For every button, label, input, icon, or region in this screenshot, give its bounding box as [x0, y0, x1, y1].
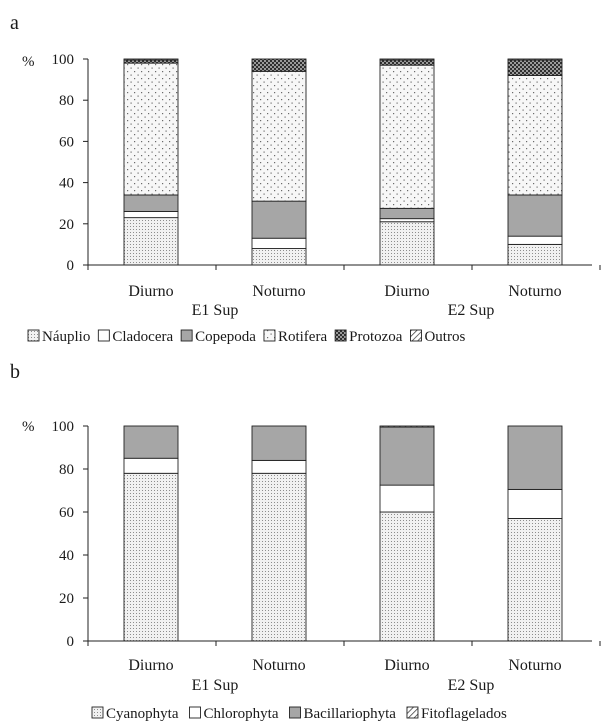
legend-swatch-a-outros — [410, 329, 422, 342]
bar-segment-b-cyanophyta-4 — [507, 518, 563, 642]
bar-segment-b-chlorophyta-2 — [251, 459, 307, 474]
y-ticks-b: 0 20 40 60 80 100 — [52, 419, 88, 650]
panel-b: b % 0 20 40 60 80 100 Diurno Noturno Diurno Notu… — [10, 361, 601, 722]
bar-segment-b-bacillariophyta-3 — [379, 426, 435, 486]
legend-swatch-a-nauplio — [27, 329, 40, 342]
x-category-label-b-1: Diurno — [128, 657, 173, 674]
legend-label-a-rotifera: Rotifera — [278, 329, 327, 345]
y-tick-label-b-60: 60 — [59, 505, 74, 521]
bar-segment-a-rotifera-3 — [379, 64, 435, 209]
bar-segment-a-cladocera-1 — [123, 210, 179, 219]
x-group-label-a-2: E2 Sup — [448, 302, 495, 319]
legend-label-a-cladocera: Cladocera — [112, 329, 173, 345]
legend-swatch-b-fitoflagelados — [406, 706, 419, 719]
bar-segment-a-protozoa-1 — [123, 59, 179, 64]
bar-segment-a-copepoda-4 — [507, 194, 563, 237]
bar-segment-a-outros-1 — [123, 58, 179, 61]
legend-swatch-a-cladocera — [97, 329, 110, 342]
y-ticks-a: 0 20 40 60 80 100 — [52, 52, 88, 274]
panel-letter-a: a — [10, 12, 19, 34]
bar-segment-a-protozoa-4 — [507, 59, 563, 76]
bars-b — [123, 425, 563, 642]
bar-segment-a-outros-3 — [379, 58, 435, 61]
legend-label-a-protozoa: Protozoa — [349, 329, 403, 345]
x-category-label-a-1: Diurno — [128, 283, 173, 300]
y-axis-unit-b: % — [22, 419, 35, 435]
y-tick-label-b-0: 0 — [67, 634, 75, 650]
legend-a: Náuplio Cladocera Copepoda Rotifera Protozoa… — [27, 329, 465, 345]
y-tick-label-a-40: 40 — [59, 176, 74, 192]
bar-segment-a-copepoda-1 — [123, 194, 179, 212]
legend-label-b-bacillariophyta: Bacillariophyta — [304, 706, 397, 722]
legend-swatch-b-cyanophyta — [91, 706, 104, 719]
x-category-label-a-4: Noturno — [508, 283, 561, 300]
bars-a — [123, 58, 563, 266]
y-axis-unit-a: % — [22, 54, 35, 70]
bar-segment-b-chlorophyta-4 — [507, 488, 563, 519]
x-categories-a: Diurno Noturno Diurno Noturno E1 Sup E2 Sup — [128, 283, 561, 319]
legend-swatch-b-bacillariophyta — [289, 706, 301, 719]
bar-segment-a-copepoda-2 — [251, 200, 307, 239]
y-tick-label-a-20: 20 — [59, 217, 74, 233]
axes-a — [87, 59, 601, 270]
legend-swatch-b-chlorophyta — [189, 706, 201, 719]
x-category-label-b-4: Noturno — [508, 657, 561, 674]
y-tick-label-a-80: 80 — [59, 93, 74, 109]
bar-segment-a-nauplio-4 — [507, 243, 563, 266]
bar-segment-a-nauplio-3 — [379, 221, 435, 266]
x-group-label-b-2: E2 Sup — [448, 677, 495, 694]
bar-segment-a-rotifera-4 — [507, 75, 563, 196]
x-categories-b: Diurno Noturno Diurno Noturno E1 Sup E2 Sup — [128, 657, 561, 694]
legend-swatch-a-copepoda — [180, 329, 193, 342]
bar-segment-a-outros-4 — [507, 58, 563, 61]
bar-segment-b-cyanophyta-2 — [251, 472, 307, 642]
y-tick-label-b-100: 100 — [52, 419, 75, 435]
bar-segment-b-cyanophyta-1 — [123, 472, 179, 642]
axes-b — [87, 426, 601, 646]
bar-segment-b-bacillariophyta-4 — [507, 425, 563, 490]
y-tick-label-a-0: 0 — [67, 258, 75, 274]
bar-segment-b-chlorophyta-1 — [123, 457, 179, 474]
bar-segment-a-cladocera-2 — [251, 237, 307, 249]
bar-segment-a-copepoda-3 — [379, 207, 435, 220]
x-category-label-a-2: Noturno — [252, 283, 305, 300]
bar-segment-a-protozoa-3 — [379, 59, 435, 66]
bar-segment-b-bacillariophyta-1 — [123, 425, 179, 459]
bar-segment-a-rotifera-1 — [123, 62, 179, 196]
bar-segment-a-protozoa-2 — [251, 58, 307, 72]
x-category-label-b-3: Diurno — [384, 657, 429, 674]
bar-segment-a-cladocera-3 — [379, 218, 435, 223]
y-tick-label-b-40: 40 — [59, 548, 74, 564]
panel-a: a % 0 20 40 60 80 100 Diurno Noturno Diurno Notu… — [10, 12, 601, 345]
x-group-label-a-1: E1 Sup — [192, 302, 239, 319]
legend-label-b-fitoflagelados: Fitoflagelados — [421, 706, 507, 722]
bar-segment-a-nauplio-2 — [251, 248, 307, 266]
y-tick-label-b-20: 20 — [59, 591, 74, 607]
legend-label-b-cyanophyta: Cyanophyta — [106, 706, 179, 722]
legend-swatch-a-rotifera — [263, 329, 276, 342]
x-category-label-b-2: Noturno — [252, 657, 305, 674]
legend-label-a-copepoda: Copepoda — [195, 329, 256, 345]
bar-segment-b-chlorophyta-3 — [379, 484, 435, 513]
y-tick-label-a-60: 60 — [59, 134, 74, 150]
legend-swatch-a-protozoa — [334, 329, 347, 342]
x-category-label-a-3: Diurno — [384, 283, 429, 300]
bar-segment-b-fitoflagelados-3 — [379, 425, 435, 428]
legend-label-a-nauplio: Náuplio — [42, 329, 90, 345]
y-tick-label-a-100: 100 — [52, 52, 75, 68]
legend-b: Cyanophyta Chlorophyta Bacillariophyta Fito… — [91, 706, 507, 722]
legend-label-b-chlorophyta: Chlorophyta — [204, 706, 279, 722]
bar-segment-a-nauplio-1 — [123, 217, 179, 266]
bar-segment-b-cyanophyta-3 — [379, 511, 435, 642]
panel-letter-b: b — [10, 361, 20, 383]
y-tick-label-b-80: 80 — [59, 462, 74, 478]
bar-segment-b-bacillariophyta-2 — [251, 425, 307, 461]
bar-segment-a-cladocera-4 — [507, 235, 563, 245]
x-group-label-b-1: E1 Sup — [192, 677, 239, 694]
legend-label-a-outros: Outros — [424, 329, 465, 345]
bar-segment-a-rotifera-2 — [251, 70, 307, 202]
